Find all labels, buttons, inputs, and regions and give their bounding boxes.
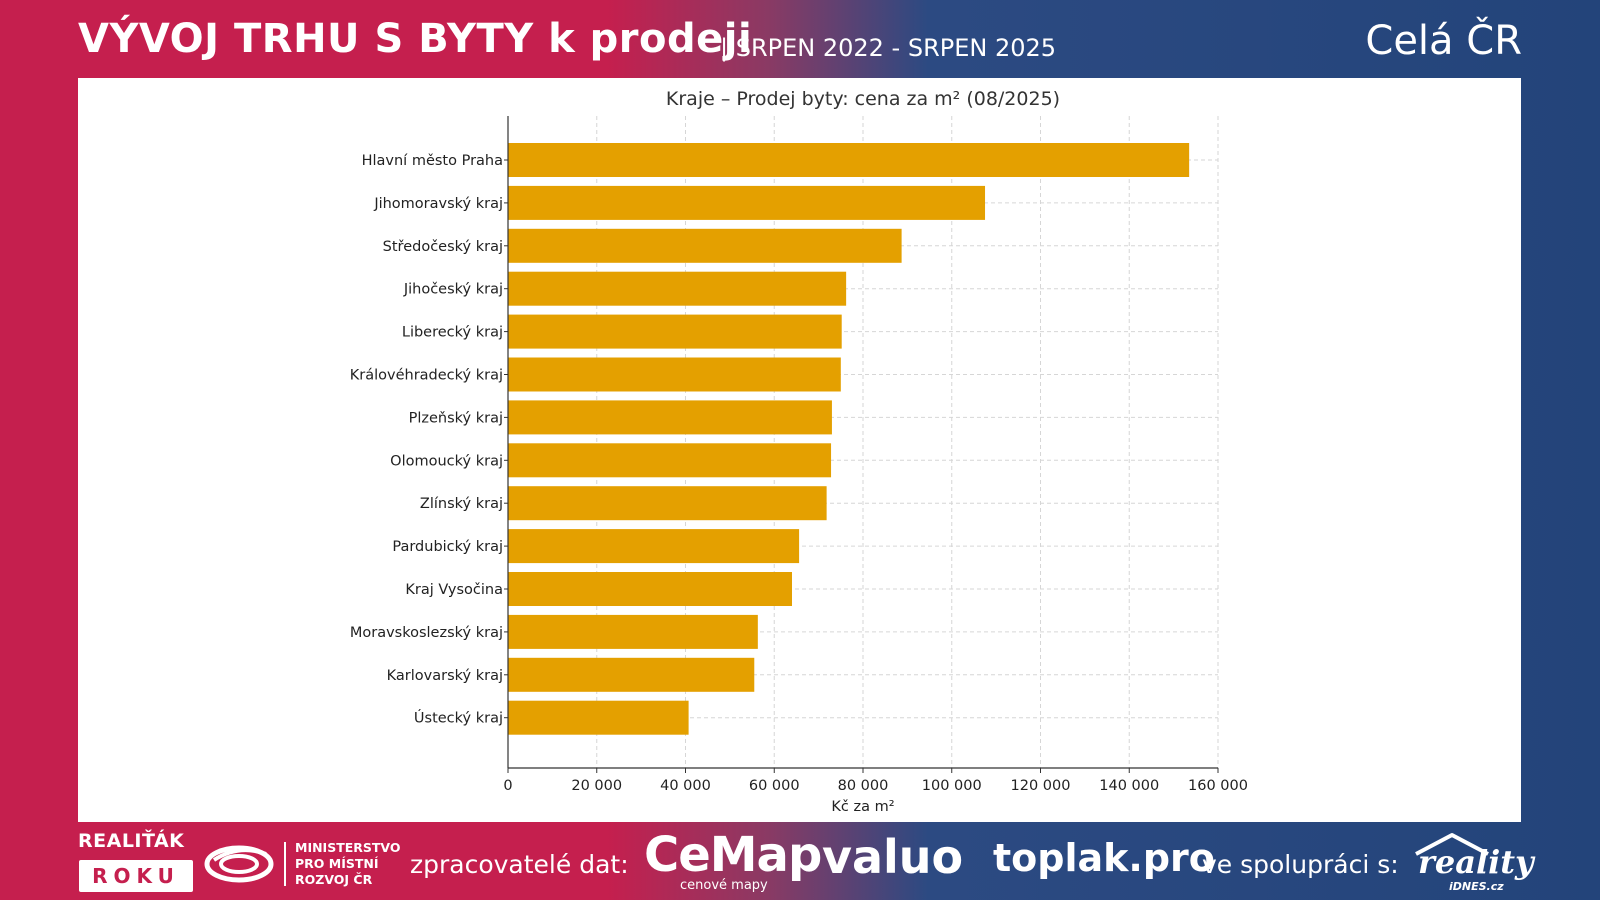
bar-chart: Kraje – Prodej byty: cena za m² (08/2025… bbox=[350, 88, 1248, 815]
category-label: Plzeňský kraj bbox=[409, 410, 503, 426]
category-label: Královéhradecký kraj bbox=[350, 368, 503, 384]
roku-badge: ROKU bbox=[79, 860, 193, 892]
ministry-line: MINISTERSTVO bbox=[295, 840, 401, 855]
category-label: Liberecký kraj bbox=[402, 325, 503, 341]
cooperation-label: ve spolupráci s: bbox=[1202, 850, 1399, 879]
bar bbox=[508, 572, 792, 606]
bar bbox=[508, 700, 689, 735]
house-roof-icon bbox=[1415, 833, 1489, 856]
bar bbox=[508, 271, 847, 306]
bar bbox=[508, 529, 800, 564]
category-label: Ústecký kraj bbox=[414, 709, 503, 727]
bar bbox=[508, 314, 842, 349]
chart-panel: Kraje – Prodej byty: cena za m² (08/2025… bbox=[78, 78, 1521, 822]
processors-label: zpracovatelé dat: bbox=[410, 850, 629, 879]
ministry-line: ROZVOJ ČR bbox=[295, 872, 373, 887]
x-tick-label: 60 000 bbox=[749, 778, 800, 794]
category-label: Jihomoravský kraj bbox=[373, 196, 503, 212]
bar bbox=[508, 143, 1190, 177]
bar bbox=[508, 228, 902, 263]
x-axis-label: Kč za m² bbox=[831, 799, 894, 815]
reality-logo: reality bbox=[1418, 843, 1534, 881]
category-label: Olomoucký kraj bbox=[390, 453, 503, 469]
bar bbox=[508, 486, 827, 521]
bar bbox=[508, 400, 832, 435]
bar bbox=[508, 614, 758, 649]
category-label: Středočeský kraj bbox=[383, 239, 503, 255]
chart-title: Kraje – Prodej byty: cena za m² (08/2025… bbox=[666, 88, 1060, 110]
category-label: Kraj Vysočina bbox=[405, 582, 503, 598]
toplak-logo: toplak.pro bbox=[993, 836, 1215, 880]
x-tick-label: 160 000 bbox=[1188, 778, 1248, 794]
header: VÝVOJ TRHU S BYTY k prodeji | SRPEN 2022… bbox=[0, 0, 1600, 80]
realitak-logo-text: REALIŤÁK bbox=[78, 830, 185, 852]
region-label: Celá ČR bbox=[1365, 18, 1522, 64]
bar bbox=[508, 657, 755, 692]
category-label: Zlínský kraj bbox=[420, 496, 503, 512]
bar bbox=[508, 185, 986, 220]
x-tick-label: 140 000 bbox=[1099, 778, 1159, 794]
category-label: Jihočeský kraj bbox=[403, 282, 503, 298]
category-label: Moravskoslezský kraj bbox=[350, 625, 503, 641]
category-label: Pardubický kraj bbox=[392, 539, 503, 555]
x-tick-label: 20 000 bbox=[571, 778, 622, 794]
date-range: | SRPEN 2022 - SRPEN 2025 bbox=[720, 34, 1057, 62]
category-label: Hlavní město Praha bbox=[362, 153, 503, 169]
ministry-logo-icon bbox=[204, 845, 274, 883]
bar bbox=[508, 443, 832, 478]
cemap-logo: CeMap bbox=[644, 827, 822, 883]
x-tick-label: 80 000 bbox=[838, 778, 889, 794]
footer: REALIŤÁK ROKU MINISTERSTVO PRO MÍSTNÍ RO… bbox=[0, 822, 1600, 900]
ministry-line: PRO MÍSTNÍ bbox=[295, 856, 379, 871]
valuo-logo: valuo bbox=[822, 830, 964, 884]
category-label: Karlovarský kraj bbox=[387, 668, 503, 684]
ministry-name: MINISTERSTVO PRO MÍSTNÍ ROZVOJ ČR bbox=[295, 840, 415, 888]
reality-logo-sub: iDNES.cz bbox=[1449, 880, 1504, 893]
bar bbox=[508, 357, 841, 392]
x-tick-label: 100 000 bbox=[922, 778, 982, 794]
divider bbox=[284, 842, 286, 886]
x-tick-label: 0 bbox=[503, 778, 512, 794]
x-tick-label: 120 000 bbox=[1011, 778, 1071, 794]
cemap-tagline: cenové mapy bbox=[680, 878, 768, 893]
x-tick-label: 40 000 bbox=[660, 778, 711, 794]
page-title: VÝVOJ TRHU S BYTY k prodeji bbox=[78, 16, 753, 62]
